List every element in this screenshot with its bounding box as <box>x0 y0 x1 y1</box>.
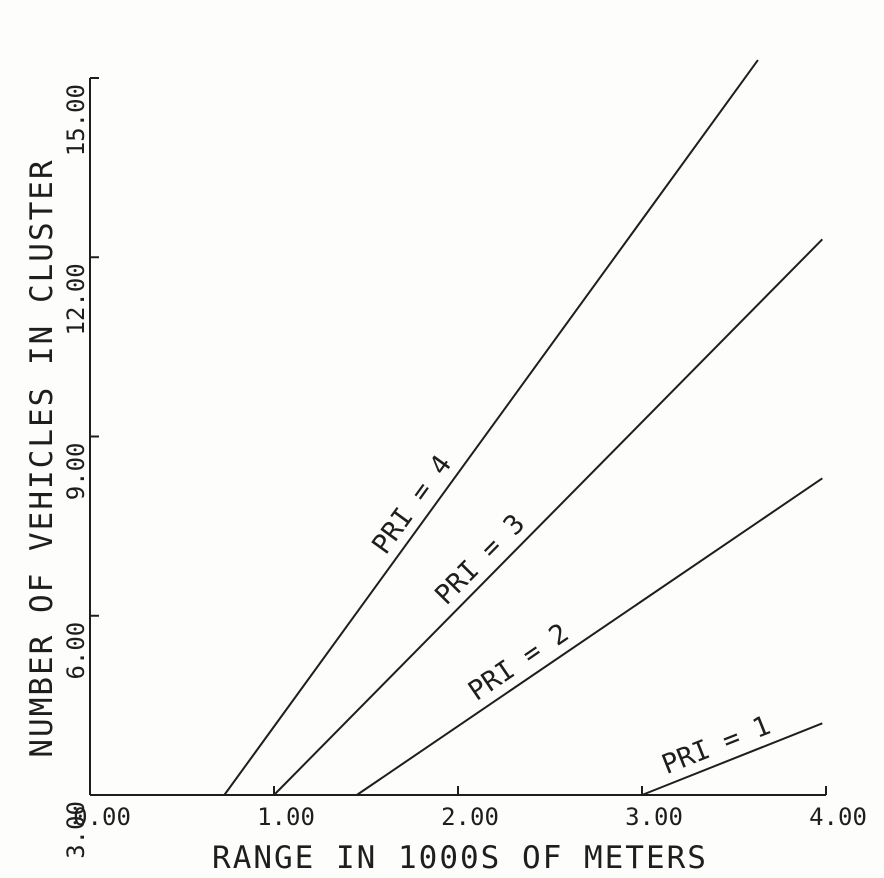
series-label: PRI = 3 <box>429 508 531 611</box>
x-tick-label: 2.00 <box>441 803 499 831</box>
x-tick-label: 4.00 <box>809 803 867 831</box>
y-tick-label: 12.00 <box>62 263 90 335</box>
y-tick-label: 6.00 <box>62 622 90 680</box>
series-label: PRI = 4 <box>366 450 458 560</box>
y-tick-label: 9.00 <box>62 443 90 501</box>
y-tick-label: 15.00 <box>62 84 90 156</box>
x-tick-label: 0.00 <box>73 803 131 831</box>
series-line-pri-2 <box>356 477 823 796</box>
series-line-pri-4 <box>223 59 759 796</box>
series-label: PRI = 2 <box>463 618 575 708</box>
series-lines <box>223 59 824 796</box>
x-axis-title: RANGE IN 1000S OF METERS <box>212 840 708 876</box>
x-tick-label: 1.00 <box>257 803 315 831</box>
axes <box>89 77 827 796</box>
series-label: PRI = 1 <box>658 710 775 781</box>
x-tick-label: 3.00 <box>625 803 683 831</box>
series-line-pri-3 <box>273 238 824 796</box>
y-tick-label: 3.00 <box>62 801 90 859</box>
y-axis-title: NUMBER OF VEHICLES IN CLUSTER <box>24 158 60 757</box>
tick-labels: 0.00 1.00 2.00 3.00 4.00 3.00 6.00 9.00 12.00 15.… <box>62 84 867 859</box>
series-line-pri-1 <box>641 722 823 796</box>
